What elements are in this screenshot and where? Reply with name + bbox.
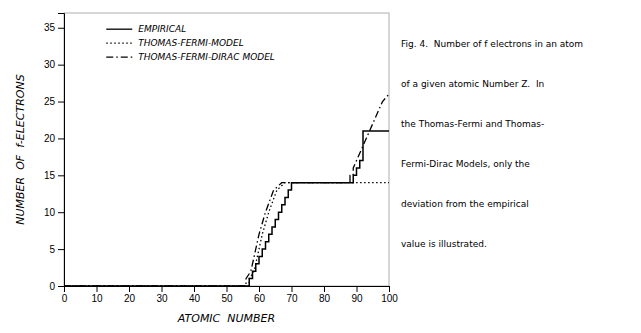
y-tick-label: 0 <box>49 281 55 292</box>
x-tick-mark <box>162 286 163 292</box>
legend-swatch <box>106 57 132 58</box>
caption-line: Fig. 4. Number of f electrons in an atom <box>401 39 583 49</box>
x-tick-label: 0 <box>62 293 68 304</box>
x-tick-label: 30 <box>156 293 168 304</box>
x-tick: 70 <box>286 286 298 304</box>
x-tick-mark <box>97 286 98 292</box>
y-tick-label: 30 <box>44 59 56 70</box>
y-tick: 25 <box>44 96 64 107</box>
x-tick-label: 40 <box>189 293 201 304</box>
legend-item: THOMAS-FERMI-MODEL <box>106 38 244 48</box>
caption-line: of a given atomic Number Z. In <box>401 79 544 89</box>
x-tick: 20 <box>124 286 136 304</box>
x-tick: 10 <box>91 286 103 304</box>
x-tick: 80 <box>319 286 331 304</box>
x-tick: 90 <box>351 286 363 304</box>
y-tick-label: 15 <box>44 170 56 181</box>
x-axis-line <box>65 287 390 293</box>
lines <box>64 94 389 286</box>
x-tick: 50 <box>221 286 233 304</box>
x-tick-mark <box>227 286 228 292</box>
legend-swatch <box>106 43 132 44</box>
y-tick-mark <box>58 212 64 213</box>
x-tick: 40 <box>189 286 201 304</box>
y-tick-label: 10 <box>44 207 56 218</box>
y-tick: 20 <box>44 133 64 144</box>
legend-swatch <box>106 29 132 30</box>
y-tick-label: 35 <box>44 22 56 33</box>
x-tick: 100 <box>381 286 398 304</box>
x-tick-label: 20 <box>124 293 136 304</box>
legend: EMPIRICAL THOMAS-FERMI-MODEL THOMAS-FERMI-… <box>106 24 275 62</box>
y-tick: 30 <box>44 59 64 70</box>
legend-item: EMPIRICAL <box>106 24 186 34</box>
x-tick-label: 90 <box>351 293 363 304</box>
y-tick-label: 20 <box>44 133 56 144</box>
x-tick-label: 50 <box>221 293 233 304</box>
y-tick-mark <box>58 286 64 287</box>
x-tick-label: 100 <box>381 293 398 304</box>
x-tick-mark <box>357 286 358 292</box>
x-tick-label: 10 <box>91 293 103 304</box>
x-axis: 0 10 20 30 40 50 60 70 80 90 100 <box>62 286 399 304</box>
y-tick-mark <box>58 249 64 250</box>
y-axis: 0 5 10 15 20 25 30 35 <box>44 14 65 292</box>
plot-frame <box>64 13 389 286</box>
x-tick-mark <box>324 286 325 292</box>
series-line <box>64 131 389 286</box>
y-tick: 15 <box>44 170 64 181</box>
legend-item: THOMAS-FERMI-DIRAC MODEL <box>106 52 275 62</box>
y-tick: 5 <box>49 244 64 255</box>
y-tick: 10 <box>44 207 64 218</box>
y-tick: 35 <box>44 22 64 33</box>
x-tick-mark <box>259 286 260 292</box>
x-tick: 60 <box>254 286 266 304</box>
x-tick: 0 <box>62 286 68 304</box>
plot-area: 0 10 20 30 40 50 60 70 80 90 100 0 5 10 15 20 25 30 35 <box>44 13 398 304</box>
x-tick-mark <box>292 286 293 292</box>
y-tick-mark <box>58 138 64 139</box>
caption-line: deviation from the empirical <box>401 199 529 209</box>
y-axis-title: NUMBER OF f-ELECTRONS <box>14 74 27 224</box>
x-tick-mark <box>129 286 130 292</box>
caption-line: value is illustrated. <box>401 239 487 249</box>
caption-line: Fermi-Dirac Models, only the <box>401 159 530 169</box>
legend-label: THOMAS-FERMI-MODEL <box>138 38 244 48</box>
y-tick-mark <box>58 175 64 176</box>
chart: 0 10 20 30 40 50 60 70 80 90 100 0 5 10 15 20 25 30 35 ATOM… <box>0 0 641 333</box>
y-tick: 0 <box>49 281 64 292</box>
series-line <box>64 94 389 286</box>
y-tick-mark <box>58 65 64 66</box>
y-tick-label: 25 <box>44 96 56 107</box>
y-tick-mark <box>58 28 64 29</box>
x-tick: 30 <box>156 286 168 304</box>
x-axis-title: ATOMIC NUMBER <box>177 312 275 325</box>
x-tick-mark <box>389 286 390 292</box>
x-tick-label: 70 <box>286 293 298 304</box>
x-tick-mark <box>194 286 195 292</box>
x-tick-label: 80 <box>319 293 331 304</box>
caption: Fig. 4. Number of f electrons in an atom… <box>401 39 583 249</box>
legend-label: THOMAS-FERMI-DIRAC MODEL <box>138 52 275 62</box>
x-tick-label: 60 <box>254 293 266 304</box>
caption-line: the Thomas-Fermi and Thomas- <box>401 119 544 129</box>
y-tick-mark <box>58 102 64 103</box>
y-axis-line <box>58 14 65 287</box>
series-line <box>64 183 389 286</box>
y-tick-label: 5 <box>49 244 55 255</box>
legend-label: EMPIRICAL <box>138 24 186 34</box>
